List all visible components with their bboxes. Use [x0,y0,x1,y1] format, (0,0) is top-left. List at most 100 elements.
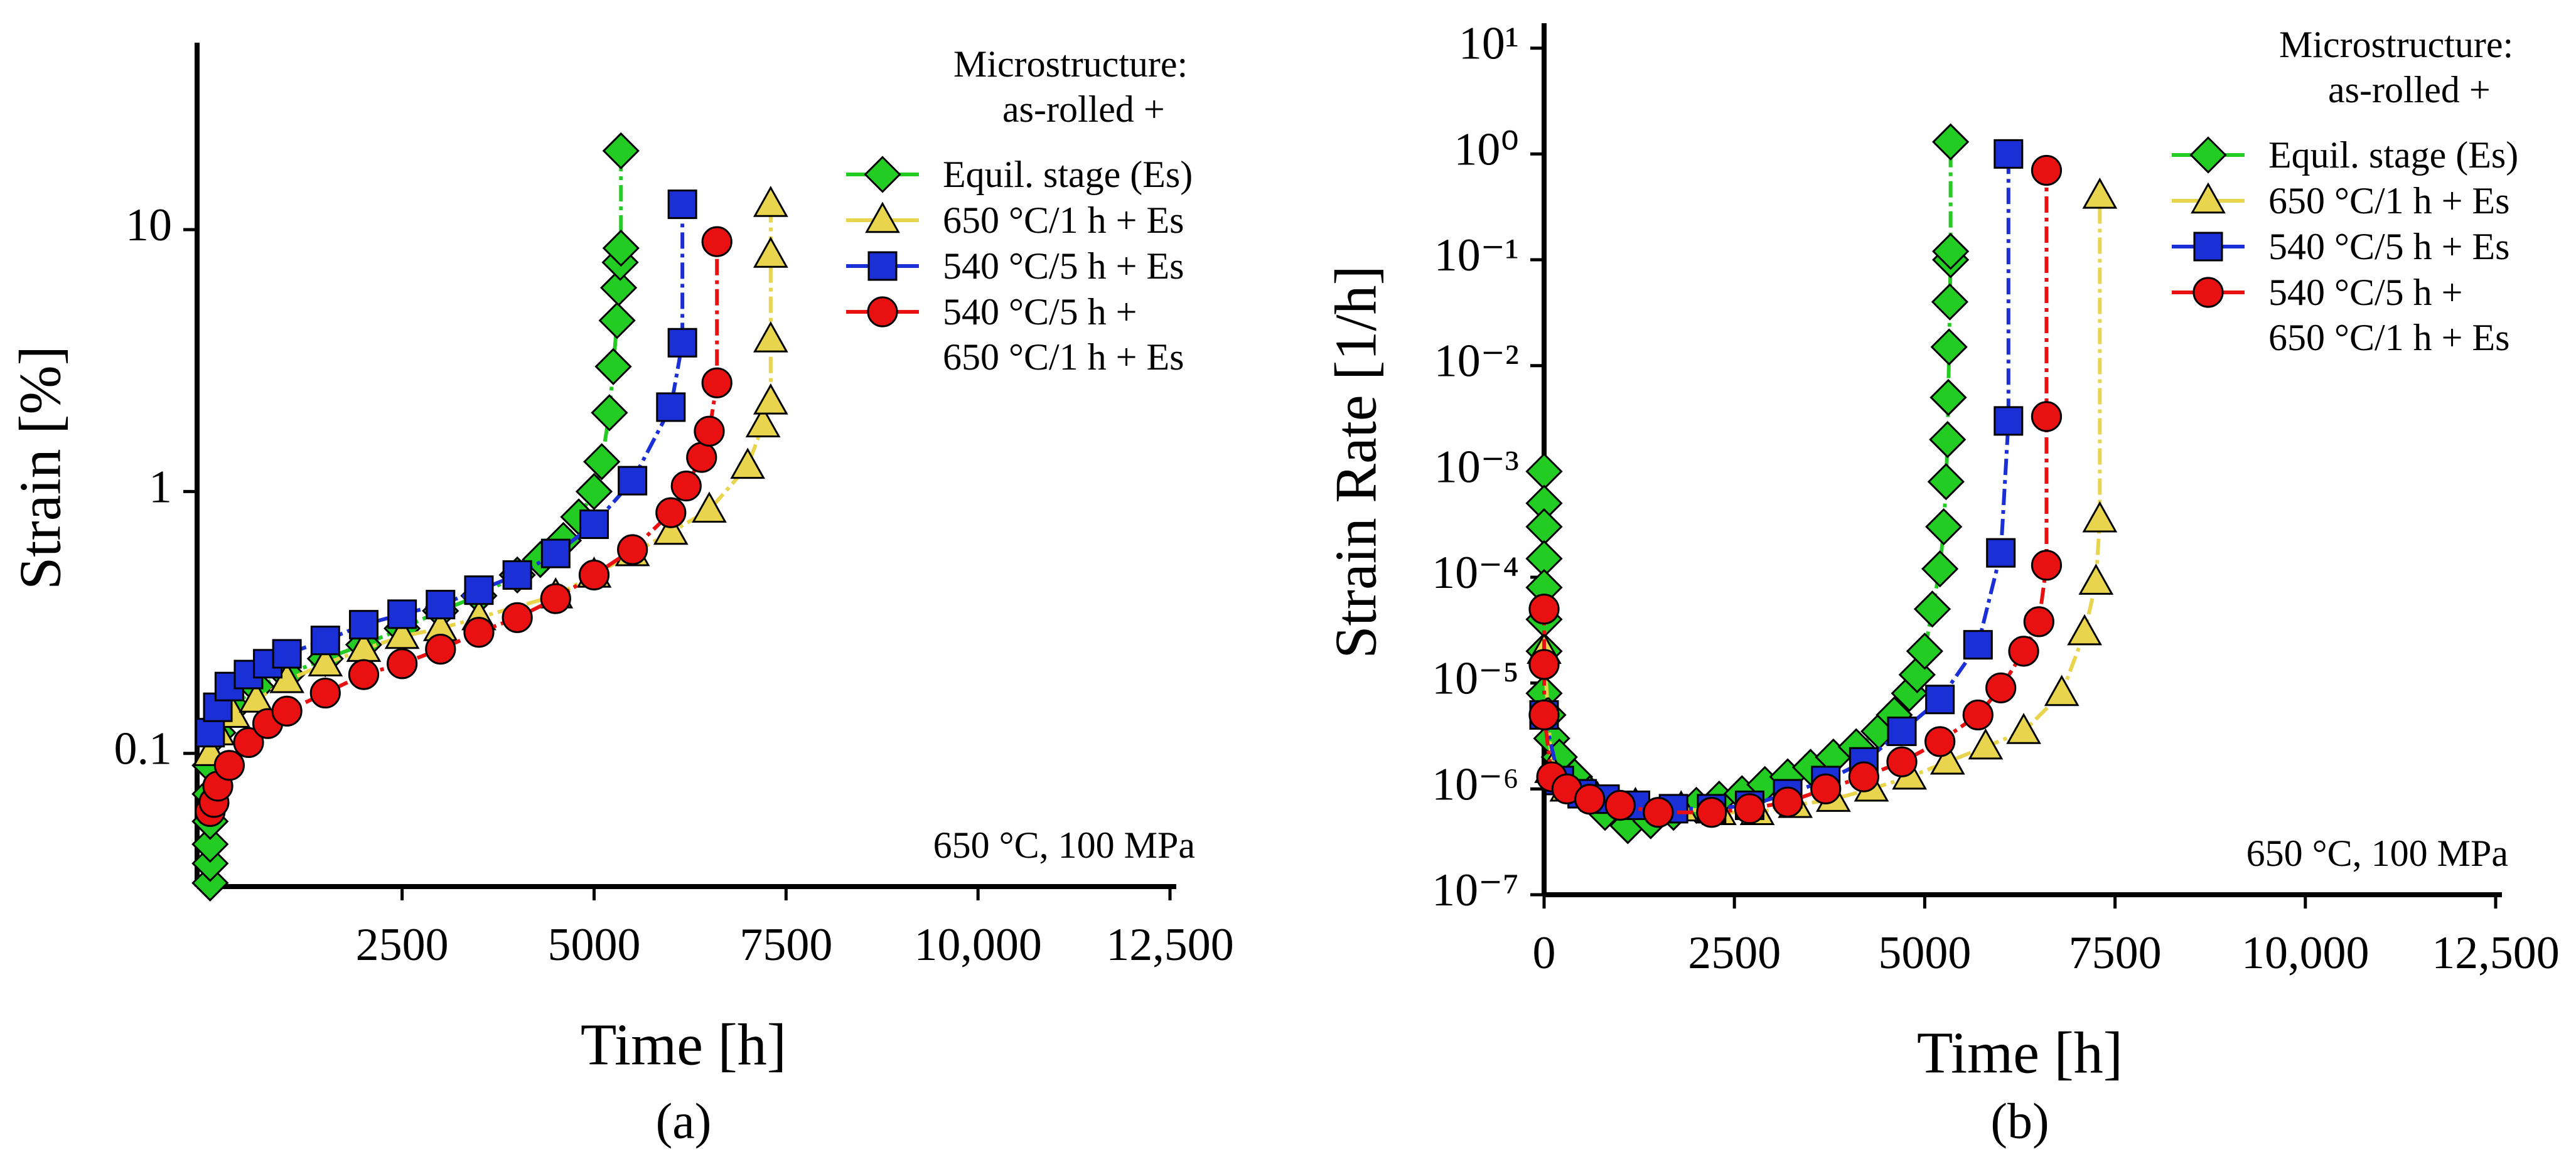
marker [1886,746,1918,777]
legend-label: Equil. stage (Es) [2268,134,2519,176]
marker [1925,685,1955,715]
marker [617,534,648,565]
marker [701,226,733,257]
marker [308,645,343,677]
marker [1604,789,1636,821]
marker [594,348,632,385]
marker [694,415,725,447]
marker [1925,508,1963,546]
marker [2191,182,2226,214]
marker [1848,761,1879,792]
marker [1574,784,1606,815]
x-axis-label: Time [h] [1917,1021,2123,1086]
marker [1929,378,1967,417]
marker [1994,406,2024,436]
marker [191,845,229,882]
legend-label: 540 °C/5 h + Es [943,245,1184,287]
y-tick-label: 1 [149,461,172,513]
marker [191,864,229,902]
marker [598,302,636,339]
x-tick-label: 2500 [356,919,449,971]
marker [753,186,788,217]
legend-label: 540 °C/5 h + Es [2268,226,2510,267]
marker [583,443,621,481]
marker [1932,233,1970,270]
marker [233,727,264,759]
marker [1772,786,1803,818]
marker [667,328,697,358]
marker [425,634,456,665]
marker [579,509,609,540]
x-tick-label: 5000 [547,919,640,971]
legend-title: as-rolled + [2328,69,2491,110]
x-tick-label: 12,500 [2432,927,2560,979]
marker [655,497,687,528]
x-tick-label: 7500 [739,919,832,971]
marker [540,538,571,568]
marker [2008,636,2039,667]
marker [667,189,697,220]
marker [2023,606,2054,637]
marker [692,491,727,523]
y-tick-label: 10⁻⁵ [1432,653,1519,705]
marker [2082,178,2118,209]
y-tick-label: 0.1 [114,723,173,775]
marker [753,383,788,415]
y-tick-label: 10⁰ [1454,124,1519,175]
y-axis-label: Strain [%] [8,346,73,590]
marker [502,560,532,590]
marker [1932,123,1970,161]
marker [2031,401,2063,432]
marker [1929,743,1965,775]
marker [1525,452,1563,490]
y-tick-label: 10 [126,200,172,251]
marker [1913,590,1951,628]
marker [1528,594,1560,625]
y-axis-label: Strain Rate [1/h] [1324,265,1389,659]
marker [575,472,613,511]
marker [864,156,901,193]
series-line [208,151,623,883]
marker [309,677,341,709]
marker [2193,232,2223,262]
marker [387,648,418,680]
marker [865,201,900,233]
marker [653,513,689,545]
marker [1734,793,1766,824]
x-tick-label: 10,000 [2241,927,2369,979]
marker [310,626,340,656]
marker [602,132,640,170]
annotation: 650 °C, 100 MPa [933,824,1195,866]
y-tick-label: 10⁻⁷ [1432,865,1519,916]
marker [656,392,686,422]
marker [239,681,274,713]
x-tick-label: 7500 [2069,927,2162,979]
legend-label: 540 °C/5 h + 650 °C/1 h + Es [943,291,1184,378]
annotation: 650 °C, 100 MPa [2246,833,2508,874]
legend-label: 540 °C/5 h + 650 °C/1 h + Es [2268,272,2510,358]
marker [2031,550,2063,581]
marker [602,229,640,267]
marker [426,590,456,620]
marker [348,610,378,640]
marker [540,583,571,614]
marker [464,575,494,605]
marker [2078,563,2114,595]
marker [1810,773,1842,804]
marker [502,602,533,633]
marker [1930,328,1968,366]
marker [1696,797,1727,828]
legend-title: as-rolled + [1002,88,1165,130]
marker [753,321,788,353]
marker [387,599,417,629]
marker [1528,649,1560,680]
marker [1887,717,1917,747]
x-tick-label: 2500 [1688,927,1781,979]
y-tick-label: 10¹ [1459,18,1519,70]
marker [1927,463,1965,501]
marker [1525,508,1563,546]
marker [730,447,766,479]
marker [384,617,420,649]
marker [753,237,788,268]
